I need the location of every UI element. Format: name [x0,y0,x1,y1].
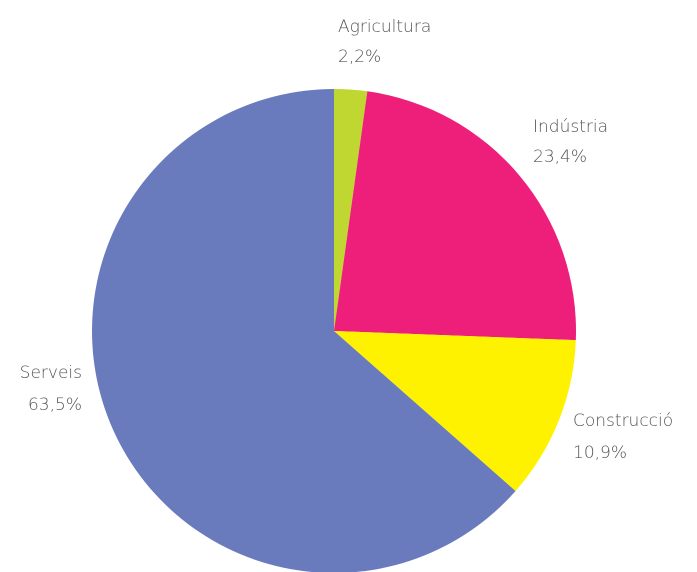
pie-slice [334,91,576,341]
slice-label: Serveis [20,363,82,383]
slice-value-label: 2,2% [338,47,381,67]
pie-slice [334,331,576,492]
slice-value-label: 63,5% [28,395,82,415]
pie-slice [92,89,516,572]
slice-label: Construcció [573,411,673,431]
slice-label: Agricultura [338,17,431,37]
pie-slice [334,89,368,331]
slice-value-label: 10,9% [573,443,627,463]
slice-label: Indústria [533,117,608,137]
slice-value-label: 23,4% [533,147,587,167]
